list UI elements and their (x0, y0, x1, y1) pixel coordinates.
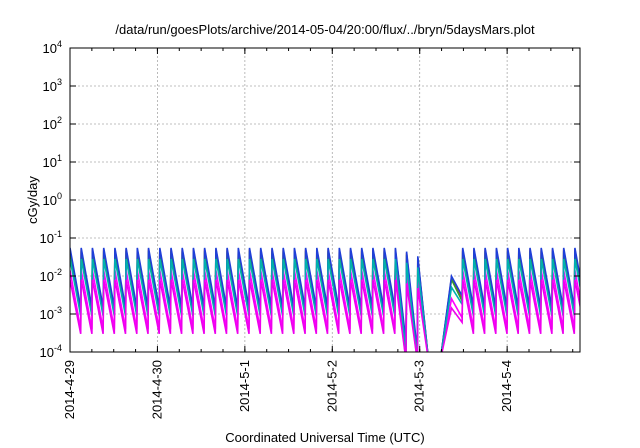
y-tick-label: 100 (43, 191, 62, 208)
x-tick-label: 2014-5-1 (237, 360, 252, 412)
y-tick-label: 10-4 (40, 343, 62, 360)
chart-title: /data/run/goesPlots/archive/2014-05-04/2… (115, 22, 535, 37)
y-ticks: 10-4 10-3 10-2 10-1 100 101 102 103 104 (40, 39, 580, 360)
series-line-3 (70, 247, 580, 352)
x-axis-label: Coordinated Universal Time (UTC) (225, 430, 424, 445)
y-tick-label: 101 (43, 153, 62, 170)
series-group (70, 247, 580, 352)
x-tick-label: 2014-4-30 (149, 360, 164, 419)
x-tick-label: 2014-5-4 (499, 360, 514, 412)
x-ticks: 2014-4-29 2014-4-30 2014-5-1 2014-5-2 2014-5… (62, 48, 574, 419)
series-line-5 (70, 258, 580, 352)
x-tick-label: 2014-5-2 (324, 360, 339, 412)
series-line-6 (70, 279, 580, 352)
x-tick-label: 2014-4-29 (62, 360, 77, 419)
y-tick-label: 10-1 (40, 229, 62, 246)
y-tick-label: 10-3 (40, 305, 62, 322)
y-tick-label: 102 (43, 115, 62, 132)
y-tick-label: 103 (43, 77, 62, 94)
series-line-4 (70, 270, 580, 352)
y-tick-label: 10-2 (40, 267, 62, 284)
y-axis-label: cGy/day (25, 176, 40, 224)
y-tick-label: 104 (43, 39, 62, 56)
x-tick-label: 2014-5-3 (412, 360, 427, 412)
